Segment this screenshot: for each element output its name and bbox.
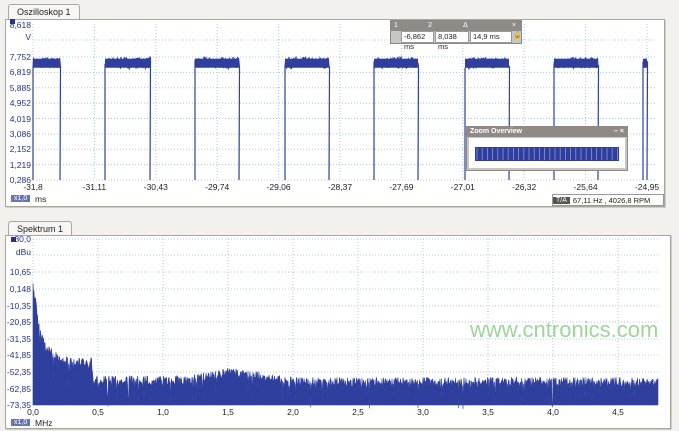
y-tick-label: -52,35 (6, 367, 31, 377)
zoom-badge[interactable]: x1,0 (11, 195, 31, 202)
pulse-body (374, 58, 418, 68)
x-tick-label: -24,95 (634, 182, 660, 192)
y-tick-label: 3,086 (9, 128, 31, 139)
close-icon[interactable]: – × (614, 128, 624, 135)
x-tick-label: -29,06 (266, 182, 291, 192)
y-tick-label: 2,152 (9, 144, 31, 155)
x-tick-label: -26,32 (512, 182, 537, 192)
y-tick-label: 6,819 (9, 67, 31, 78)
pulse-body (643, 58, 647, 68)
x-tick-label: 1,5 (222, 407, 234, 417)
x-tick-label: 1,0 (157, 407, 169, 417)
spec-x-axis: 0,0 0,5 1,0 1,5 2,0 2,5 3,0 3,5 4,0 4,5 (0, 407, 679, 417)
y-tick-label: -10,35 (6, 301, 31, 311)
y-tick-label: 4,019 (9, 113, 31, 124)
x-tick-label: 2,0 (287, 407, 299, 417)
channel-icon[interactable] (11, 237, 16, 242)
y-unit: dBu (15, 247, 31, 257)
y-tick-label: 7,752 (9, 52, 31, 62)
x-tick-label: -30,43 (143, 182, 168, 192)
y-tick-label: 1,219 (9, 159, 31, 170)
x-tick-label: 4,0 (547, 407, 559, 417)
osc-x-axis: -31,8 -31,11 -30,43 -29,74 -29,06 -28,37 -27,6… (0, 182, 679, 192)
zoom-overview-title: Zoom Overview (470, 128, 523, 135)
measurement-badge[interactable]: T/A (553, 196, 570, 204)
x-tick-label: 3,0 (417, 407, 429, 417)
pulse-body (554, 58, 598, 68)
cursor-2-header: 2 (425, 21, 461, 31)
osc-y-axis: 8,618 V 7,752 6,819 5,885 4,952 4,019 3,086 2,… (0, 0, 31, 200)
y-tick-label: -62,85 (6, 384, 31, 394)
zoom-badge[interactable]: x1,0 (11, 419, 31, 426)
x-unit: ms (35, 194, 47, 204)
frequency-readout: T/A 67,11 Hz , 4026,8 RPM (552, 194, 664, 206)
pulse-body (465, 58, 509, 68)
x-tick-label: -31,11 (82, 182, 107, 192)
tab-oszilloskop[interactable]: Oszilloskop 1 (8, 4, 80, 19)
channel-icon[interactable] (10, 19, 15, 24)
tab-label: Spektrum 1 (17, 224, 64, 234)
pulse-body (33, 58, 60, 68)
x-tick-label: -31,8 (23, 182, 43, 192)
x-tick-label: -27,69 (389, 182, 414, 192)
x-tick-label: 0,0 (27, 407, 39, 417)
cursor-delta-value: 14,9 ms (469, 31, 513, 43)
y-tick-label: 0,286 (9, 175, 31, 185)
spec-y-axis: dBu 30,0 10,65 0,148 -10,35 -20,85 -31,35 -41,… (0, 0, 31, 431)
y-tick-label: 10,65 (9, 267, 31, 277)
x-tick-label: 2,5 (352, 407, 364, 417)
cursor-1-header: 1 (391, 21, 426, 31)
x-tick-label: -28,37 (327, 182, 353, 192)
pulse-body (285, 58, 329, 68)
x-tick-label: -25,64 (573, 182, 598, 192)
y-tick-label: 4,952 (9, 98, 31, 109)
close-icon[interactable]: × (508, 21, 521, 31)
tab-spektrum[interactable]: Spektrum 1 (8, 221, 73, 236)
y-tick-label: 30,0 (14, 234, 31, 244)
x-tick-label: -29,74 (205, 182, 230, 192)
y-tick-label: -31,35 (6, 334, 31, 344)
cursor-delta-header: Δ (460, 21, 509, 31)
pulse-body (105, 58, 150, 68)
measurement-value: 67,11 Hz , 4026,8 RPM (572, 195, 651, 205)
y-top-label: 8,618 (9, 20, 31, 30)
y-tick-label: -20,85 (6, 317, 31, 327)
lock-icon[interactable]: 🔓 (513, 32, 522, 39)
x-unit: MHz (35, 418, 53, 428)
y-tick-label: 5,885 (9, 82, 31, 93)
cursor-table[interactable]: 1 2 Δ × -6,862 ms 8,038 ms 14,9 ms 🔓 (390, 20, 522, 51)
spectrum-trace (32, 283, 659, 410)
y-tick-label: -73,35 (6, 400, 31, 410)
oscilloscope-panel (5, 19, 665, 207)
x-tick-label: 4,5 (612, 407, 624, 417)
y-unit: V (25, 32, 31, 42)
zoom-overview-plot[interactable] (469, 138, 625, 168)
tab-label: Oszilloskop 1 (17, 7, 71, 17)
y-tick-label: -41,85 (6, 350, 31, 360)
overview-trace (475, 147, 619, 161)
cursor-1-value: -6,862 ms (401, 31, 435, 51)
pulse-body (195, 58, 239, 68)
x-tick-label: 3,5 (482, 407, 494, 417)
zoom-overview[interactable]: Zoom Overview – × (466, 126, 628, 171)
cursor-2-value: 8,038 ms (435, 31, 469, 51)
x-tick-label: -27,01 (450, 182, 475, 192)
watermark: www.cntronics.com (470, 317, 659, 342)
x-tick-label: 0,5 (92, 407, 104, 417)
oscilloscope-plot[interactable] (0, 0, 679, 200)
y-tick-label: 0,148 (9, 284, 31, 294)
